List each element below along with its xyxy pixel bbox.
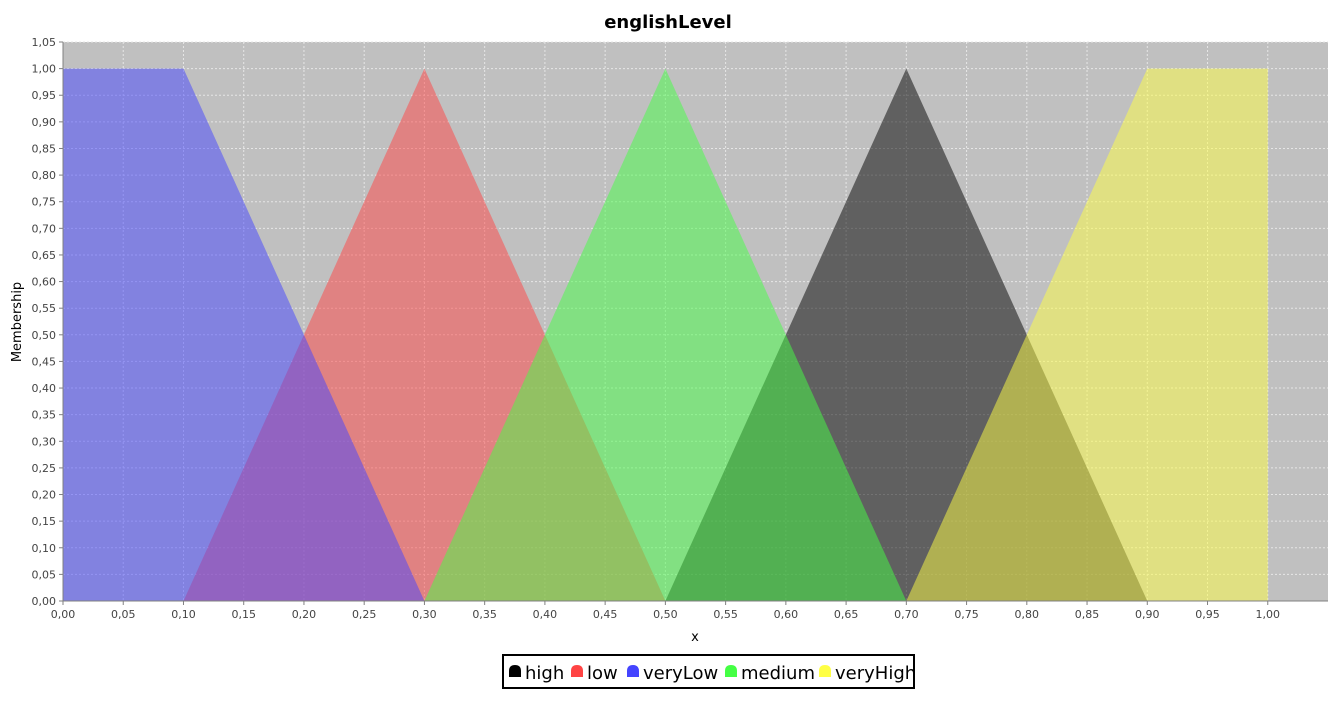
legend-label: veryLow <box>643 663 718 684</box>
legend-swatch-icon <box>627 665 639 677</box>
x-tick-label: 0,45 <box>593 608 618 621</box>
series-area-medium <box>424 68 907 602</box>
legend-item-medium: medium <box>725 663 815 684</box>
y-tick-label: 0,90 <box>32 116 57 129</box>
x-tick-label: 0,05 <box>111 608 136 621</box>
x-tick-label: 0,65 <box>834 608 859 621</box>
y-tick-label: 0,55 <box>32 302 57 315</box>
y-tick-label: 0,85 <box>32 142 57 155</box>
y-tick-label: 0,15 <box>32 515 57 528</box>
x-tick-label: 0,80 <box>1015 608 1040 621</box>
legend-swatch-icon <box>571 665 583 677</box>
y-tick-label: 0,35 <box>32 409 57 422</box>
y-tick-label: 1,00 <box>32 63 57 76</box>
x-tick-label: 0,75 <box>954 608 979 621</box>
legend-swatch-icon <box>509 665 521 677</box>
x-tick-label: 0,55 <box>713 608 738 621</box>
y-tick-label: 0,30 <box>32 435 57 448</box>
y-tick-label: 0,95 <box>32 89 57 102</box>
legend-item-high: high <box>509 663 564 684</box>
legend-item-veryHigh: veryHigh <box>819 663 916 684</box>
legend-label: medium <box>741 663 815 684</box>
x-tick-label: 0,25 <box>352 608 377 621</box>
x-tick-label: 0,20 <box>292 608 317 621</box>
legend-label: high <box>525 663 564 684</box>
series-areas <box>63 68 1268 602</box>
legend-label: veryHigh <box>835 663 916 684</box>
y-tick-label: 0,05 <box>32 568 57 581</box>
x-tick-label: 1,00 <box>1256 608 1281 621</box>
legend-swatch-icon <box>819 665 831 677</box>
x-tick-label: 0,70 <box>894 608 919 621</box>
legend-item-low: low <box>571 663 618 684</box>
y-tick-label: 0,45 <box>32 355 57 368</box>
y-tick-label: 0,00 <box>32 595 57 608</box>
series-area-veryLow <box>63 68 425 602</box>
x-tick-label: 0,60 <box>774 608 799 621</box>
x-tick-label: 0,35 <box>472 608 497 621</box>
legend-label: low <box>587 663 618 684</box>
x-tick-label: 0,40 <box>533 608 558 621</box>
legend-item-veryLow: veryLow <box>627 663 718 684</box>
legend-swatch-icon <box>725 665 737 677</box>
x-tick-label: 0,90 <box>1135 608 1160 621</box>
x-tick-label: 0,85 <box>1075 608 1100 621</box>
axes: 0,00 0,05 0,10 0,15 0,20 0,25 0,30 0,35 0,40 0,45… <box>32 36 1328 621</box>
y-tick-label: 0,50 <box>32 329 57 342</box>
chart-title: englishLevel <box>604 12 732 33</box>
y-tick-label: 0,20 <box>32 489 57 502</box>
x-tick-label: 0,00 <box>51 608 76 621</box>
y-tick-label: 0,80 <box>32 169 57 182</box>
x-tick-label: 0,95 <box>1195 608 1220 621</box>
x-tick-label: 0,30 <box>412 608 437 621</box>
legend: high low veryLow medium veryHigh <box>502 654 916 689</box>
y-tick-label: 1,05 <box>32 36 57 49</box>
y-tick-label: 0,40 <box>32 382 57 395</box>
x-axis-label: x <box>691 630 699 645</box>
y-axis-label: Membership <box>10 282 25 362</box>
y-tick-label: 0,10 <box>32 542 57 555</box>
y-tick-label: 0,25 <box>32 462 57 475</box>
y-tick-label: 0,65 <box>32 249 57 262</box>
y-tick-label: 0,60 <box>32 276 57 289</box>
y-tick-label: 0,75 <box>32 196 57 209</box>
x-tick-label: 0,15 <box>231 608 256 621</box>
x-tick-label: 0,10 <box>171 608 196 621</box>
x-tick-label: 0,50 <box>653 608 678 621</box>
y-tick-label: 0,70 <box>32 222 57 235</box>
series-area-veryHigh <box>906 68 1268 602</box>
